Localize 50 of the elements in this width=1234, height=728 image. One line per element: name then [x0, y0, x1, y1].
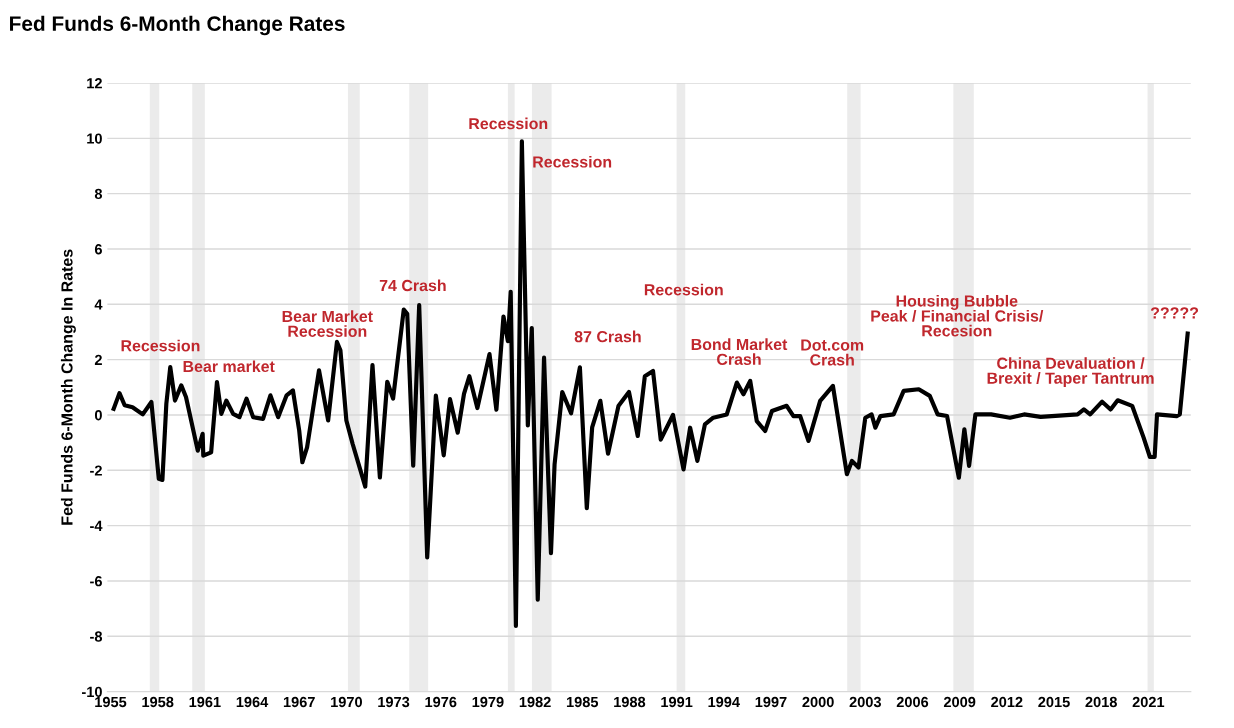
x-tick-label: 1976 — [425, 696, 457, 708]
x-tick-label: 1985 — [566, 696, 599, 708]
annotation: Bond Market Crash — [691, 338, 788, 365]
y-tick-label: 12 — [87, 78, 102, 89]
x-tick-label: 1970 — [331, 696, 362, 708]
y-tick-label: -4 — [90, 520, 103, 531]
annotation: Recession — [469, 117, 548, 130]
y-tick-label: 0 — [94, 410, 102, 421]
annotation: Dot.com Crash — [801, 339, 864, 366]
y-tick-label: -8 — [90, 631, 103, 642]
x-tick-label: 1964 — [236, 696, 269, 708]
y-tick-label: 4 — [94, 299, 103, 310]
annotation: Bear Market Recession — [282, 310, 373, 337]
y-tick-label: -2 — [90, 465, 102, 476]
x-tick-label: 2015 — [1038, 696, 1070, 708]
y-tick-label: 10 — [87, 133, 102, 144]
annotation: Bear market — [183, 360, 275, 373]
y-tick-label: 8 — [94, 188, 103, 200]
y-axis-title: Fed Funds 6-Month Change In Rates — [60, 249, 76, 525]
x-tick-label: 1994 — [708, 696, 740, 708]
x-tick-label: 1973 — [378, 696, 410, 708]
annotation: Recession — [644, 283, 723, 296]
x-tick-label: 1967 — [283, 696, 315, 708]
y-tick-label: 2 — [94, 354, 102, 365]
x-tick-label: 1958 — [142, 696, 174, 708]
annotation: Recession — [533, 155, 612, 168]
x-tick-label: 1988 — [614, 696, 646, 708]
chart-title: Fed Funds 6-Month Change Rates — [10, 15, 345, 36]
x-tick-label: 2003 — [849, 696, 881, 708]
x-tick-label: 2000 — [802, 696, 834, 708]
annotation: China Devaluation / Brexit / Taper Tantrum — [987, 357, 1154, 387]
x-tick-label: 1955 — [95, 696, 127, 708]
x-tick-label: 1979 — [472, 696, 504, 708]
x-tick-label: 2009 — [943, 696, 976, 708]
annotation: ????? — [1150, 307, 1199, 319]
annotation: Housing Bubble Peak / Financial Crisis/ Recesion — [871, 294, 1044, 337]
y-tick-label: 6 — [94, 244, 102, 255]
x-tick-label: 2012 — [991, 696, 1023, 708]
annotation: Recession — [121, 339, 200, 352]
annotation: 74 Crash — [379, 279, 446, 292]
annotation: 87 Crash — [574, 330, 641, 343]
x-tick-label: 1961 — [189, 696, 221, 708]
y-tick-label: -10 — [81, 686, 102, 698]
x-tick-label: 1982 — [519, 696, 551, 708]
x-tick-label: 2021 — [1132, 696, 1165, 708]
x-tick-label: 1991 — [661, 696, 693, 708]
x-tick-label: 1997 — [755, 696, 787, 708]
x-tick-label: 2018 — [1085, 696, 1117, 708]
y-tick-label: -6 — [90, 576, 102, 587]
x-tick-label: 2006 — [896, 696, 929, 708]
